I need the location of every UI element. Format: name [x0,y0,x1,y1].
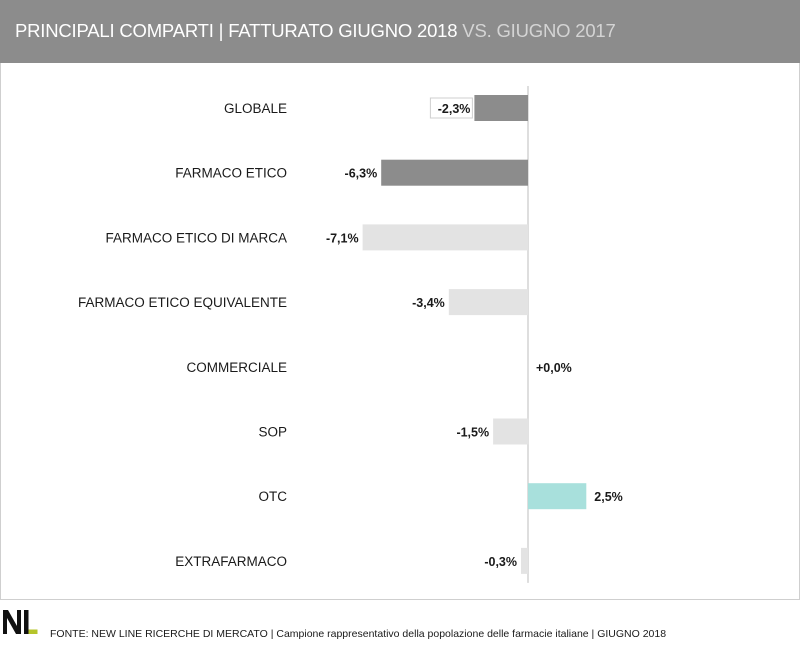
bar [528,483,587,510]
bar [474,95,528,121]
source-note: FONTE: NEW LINE RICERCHE DI MERCATO | Ca… [50,628,667,640]
category-label: FARMACO ETICO EQUIVALENTE [78,295,287,310]
newline-logo [0,604,42,640]
value-label: +0,0% [536,361,572,375]
value-label: 2,5% [594,490,623,504]
category-label: FARMACO ETICO [175,166,287,181]
value-label: -2,3% [438,102,471,116]
value-label-box [429,97,473,119]
value-label: -0,3% [484,555,517,569]
chart-title-main: PRINCIPALI COMPARTI | FATTURATO GIUGNO 2… [15,20,458,41]
category-label: OTC [259,489,288,504]
value-label: -7,1% [326,231,359,245]
chart-title: PRINCIPALI COMPARTI | FATTURATO GIUGNO 2… [15,19,616,43]
category-label: FARMACO ETICO DI MARCA [105,230,287,245]
chart-title-secondary: VS. GIUGNO 2017 [457,20,616,41]
category-label: SOP [258,425,287,440]
newline-logo-icon [3,610,38,634]
category-label: COMMERCIALE [186,360,287,375]
value-label: -1,5% [456,426,489,440]
bar [448,289,528,316]
bar [493,418,529,445]
chart-header: PRINCIPALI COMPARTI | FATTURATO GIUGNO 2… [0,0,800,63]
value-label: -3,4% [412,296,445,310]
value-label: -6,3% [345,167,378,181]
bar [521,547,528,574]
bar [362,224,528,251]
category-label: GLOBALE [224,101,287,116]
category-label: EXTRAFARMACO [175,554,287,569]
bar [381,159,528,186]
